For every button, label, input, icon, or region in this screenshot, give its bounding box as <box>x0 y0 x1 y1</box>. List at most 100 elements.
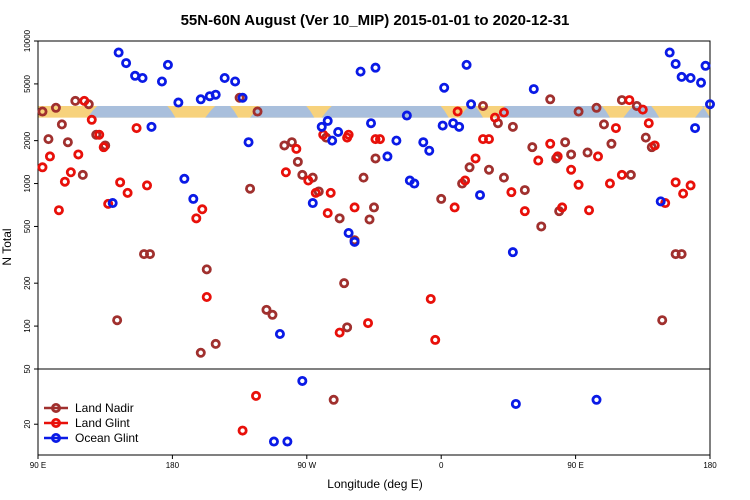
data-point <box>334 213 345 224</box>
data-point <box>449 202 460 213</box>
data-point <box>591 394 602 405</box>
data-point <box>685 73 696 84</box>
data-point <box>261 304 272 315</box>
data-point <box>267 309 278 320</box>
data-point <box>582 147 593 158</box>
data-point <box>343 227 354 238</box>
data-point <box>536 221 547 232</box>
data-point <box>94 129 105 140</box>
data-point <box>528 84 539 95</box>
data-point <box>210 338 221 349</box>
data-point <box>237 92 248 103</box>
data-point <box>191 213 202 224</box>
data-point <box>678 188 689 199</box>
x-tick-label: 180 <box>166 461 180 470</box>
data-point <box>310 187 321 198</box>
x-tick-label: 90 W <box>297 461 316 470</box>
y-tick-label: 200 <box>23 276 32 290</box>
data-point <box>498 172 509 183</box>
data-point <box>292 156 303 167</box>
data-point <box>316 121 327 132</box>
data-point <box>498 107 509 118</box>
data-point <box>664 47 675 58</box>
data-point <box>282 436 293 447</box>
data-point <box>103 198 114 209</box>
data-point <box>649 140 660 151</box>
data-point <box>566 164 577 175</box>
data-point <box>53 205 64 216</box>
data-point <box>604 178 615 189</box>
data-point <box>334 327 345 338</box>
y-axis-label: N Total <box>0 228 14 265</box>
data-point <box>483 134 494 145</box>
data-point <box>533 155 544 166</box>
data-point <box>598 119 609 130</box>
data-point <box>364 214 375 225</box>
data-points <box>37 47 716 447</box>
y-axis: 50 100 200 500 1000 2000 5000 10000 20 <box>23 29 38 429</box>
ocean-band-segment <box>695 105 710 118</box>
x-tick-label: 180 <box>703 461 717 470</box>
data-point <box>676 249 687 260</box>
data-point <box>339 278 350 289</box>
y-tick-label: 1000 <box>23 174 32 192</box>
data-point <box>670 58 681 69</box>
data-point <box>297 169 308 180</box>
legend-marker <box>51 417 62 428</box>
data-point <box>146 121 157 132</box>
data-point <box>452 106 463 117</box>
data-point <box>112 315 123 326</box>
data-point <box>519 206 530 217</box>
data-point <box>50 102 61 113</box>
data-point <box>566 149 577 160</box>
data-point <box>98 142 109 153</box>
plot-frame-lower <box>37 368 711 456</box>
data-point <box>461 59 472 70</box>
data-point <box>391 135 402 146</box>
data-point <box>366 118 377 129</box>
data-point <box>610 123 621 134</box>
data-point <box>700 60 711 71</box>
y-tick-label: 10000 <box>23 29 32 52</box>
data-point <box>237 425 248 436</box>
data-point <box>65 167 76 178</box>
chart-title: 55N-60N August (Ver 10_MIP) 2015-01-01 t… <box>181 12 570 29</box>
data-point <box>705 99 716 110</box>
ocean-band-segment <box>459 105 484 118</box>
data-point <box>382 151 393 162</box>
data-point <box>464 162 475 173</box>
data-point <box>322 208 333 219</box>
data-point <box>219 73 230 84</box>
data-point <box>115 177 126 188</box>
data-point <box>79 95 90 106</box>
data-point <box>460 175 471 186</box>
data-point <box>349 202 360 213</box>
series-ocean-glint <box>107 47 716 447</box>
x-axis: 90 E 180 90 W 0 90 E 180 <box>30 455 717 470</box>
data-point <box>328 394 339 405</box>
legend-label: Ocean Glint <box>75 431 139 445</box>
data-point <box>343 129 354 140</box>
data-point <box>297 375 308 386</box>
series-land-nadir <box>37 92 687 405</box>
data-point <box>37 106 48 117</box>
data-point <box>557 202 568 213</box>
ocean-band-segment <box>205 105 239 118</box>
data-point <box>113 47 124 58</box>
data-point <box>156 76 167 87</box>
x-tick-label: 90 E <box>30 461 46 470</box>
data-point <box>545 94 556 105</box>
data-point <box>425 293 436 304</box>
data-point <box>230 76 241 87</box>
data-point <box>77 169 88 180</box>
data-point <box>251 390 262 401</box>
data-point <box>122 187 133 198</box>
data-point <box>584 205 595 216</box>
data-point <box>368 202 379 213</box>
data-point <box>685 180 696 191</box>
data-point <box>188 193 199 204</box>
x-tick-label: 0 <box>439 461 444 470</box>
y-tick-label: 50 <box>23 364 32 373</box>
data-point <box>591 102 602 113</box>
